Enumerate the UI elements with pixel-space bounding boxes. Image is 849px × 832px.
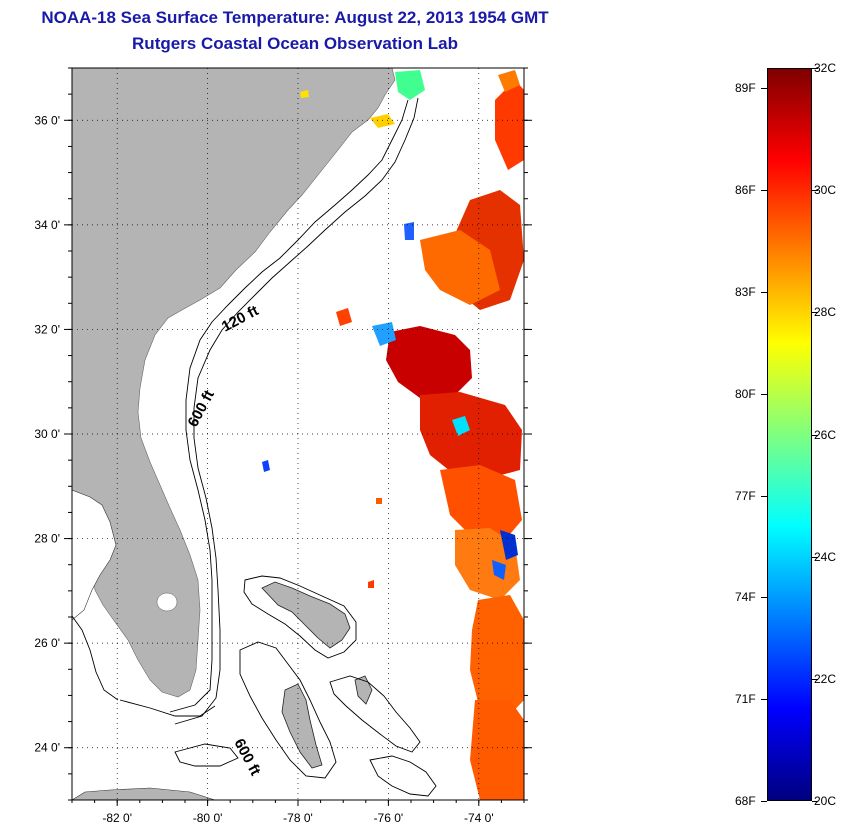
colorbar-celsius-label: 30C xyxy=(814,183,837,198)
colorbar-celsius-label: 32C xyxy=(814,61,837,75)
keys-outline xyxy=(119,699,216,717)
colorbar-fahrenheit-tick xyxy=(761,190,767,192)
bahamas-eleuthera xyxy=(354,675,373,705)
y-tick-label: 26 0' xyxy=(34,636,60,650)
y-tick-label: 24 0' xyxy=(34,741,60,755)
colorbar-fahrenheit-tick xyxy=(761,495,767,497)
x-tick-label: -82 0' xyxy=(102,811,132,825)
colorbar-celsius-tick xyxy=(812,678,818,680)
colorbar-celsius-tick xyxy=(812,312,818,314)
colorbar-celsius-label: 20C xyxy=(814,794,837,808)
contour-120ft xyxy=(169,99,409,713)
bathymetry-contours xyxy=(72,97,437,797)
bahamas-little-bank xyxy=(261,581,351,649)
colorbar-celsius-tick xyxy=(812,68,818,69)
map-title: NOAA-18 Sea Surface Temperature: August … xyxy=(41,8,549,27)
gulf-water xyxy=(72,489,117,621)
colorbar-fahrenheit-label: 89F xyxy=(735,81,756,96)
colorbar-fahrenheit-label: 80F xyxy=(735,386,756,401)
colorbar-celsius-tick xyxy=(812,190,818,192)
bahamas-bank-outline xyxy=(243,575,357,659)
y-tick-label: 34 0' xyxy=(34,218,60,232)
axis-labels: -82 0' -80 0' -78 0' -76 0' -74 0' 24 0' 26 0'… xyxy=(34,113,493,825)
colorbar-fahrenheit-label: 83F xyxy=(735,284,756,299)
gulf-shelf-outline xyxy=(72,615,119,701)
sst-data-layer xyxy=(262,70,524,800)
mainland-us-land xyxy=(72,68,396,698)
colorbar-celsius-label: 26C xyxy=(814,427,837,442)
graticule xyxy=(72,68,524,800)
axis-ticks xyxy=(64,67,532,806)
colorbar-celsius-label: 22C xyxy=(814,671,837,686)
colorbar-celsius-tick xyxy=(812,801,818,802)
y-tick-label: 30 0' xyxy=(34,427,60,441)
colorbar-celsius-label: 28C xyxy=(814,305,837,320)
colorbar-celsius-tick xyxy=(812,434,818,436)
exuma-bank-outline xyxy=(329,675,421,753)
colorbar-celsius-tick xyxy=(812,556,818,558)
y-tick-label: 36 0' xyxy=(34,113,60,127)
colorbar-fahrenheit-label: 77F xyxy=(735,488,756,503)
colorbar-fahrenheit-tick xyxy=(761,699,767,701)
colorbar-fahrenheit-tick xyxy=(761,291,767,293)
colorbar-fahrenheit-label: 74F xyxy=(735,590,756,605)
x-tick-label: -80 0' xyxy=(193,811,223,825)
lake-okeechobee xyxy=(156,592,178,612)
colorbar-celsius-label: 24C xyxy=(814,549,837,564)
colorbar-fahrenheit-label: 71F xyxy=(735,692,756,707)
colorbar-fahrenheit-tick xyxy=(761,88,767,90)
x-tick-label: -76 0' xyxy=(374,811,404,825)
map-subtitle: Rutgers Coastal Ocean Observation Lab xyxy=(132,34,458,53)
x-tick-label: -74 0' xyxy=(464,811,494,825)
colorbar-fahrenheit-tick xyxy=(761,801,767,802)
colorbar-fahrenheit-label: 68F xyxy=(735,794,756,808)
bahamas-andros xyxy=(281,683,323,769)
colorbar-fahrenheit-tick xyxy=(761,597,767,599)
cuba-shelf-outline xyxy=(174,743,239,767)
temperature-colorbar xyxy=(767,68,812,801)
great-bahama-bank-outline xyxy=(239,641,337,779)
y-tick-label: 28 0' xyxy=(34,532,60,546)
cuba-land xyxy=(72,787,216,800)
south-bank-outline xyxy=(369,755,437,797)
y-tick-label: 32 0' xyxy=(34,322,60,336)
x-tick-label: -78 0' xyxy=(283,811,313,825)
colorbar-fahrenheit-tick xyxy=(761,393,767,395)
contour-600ft xyxy=(174,97,419,725)
colorbar-fahrenheit-label: 86F xyxy=(735,183,756,198)
